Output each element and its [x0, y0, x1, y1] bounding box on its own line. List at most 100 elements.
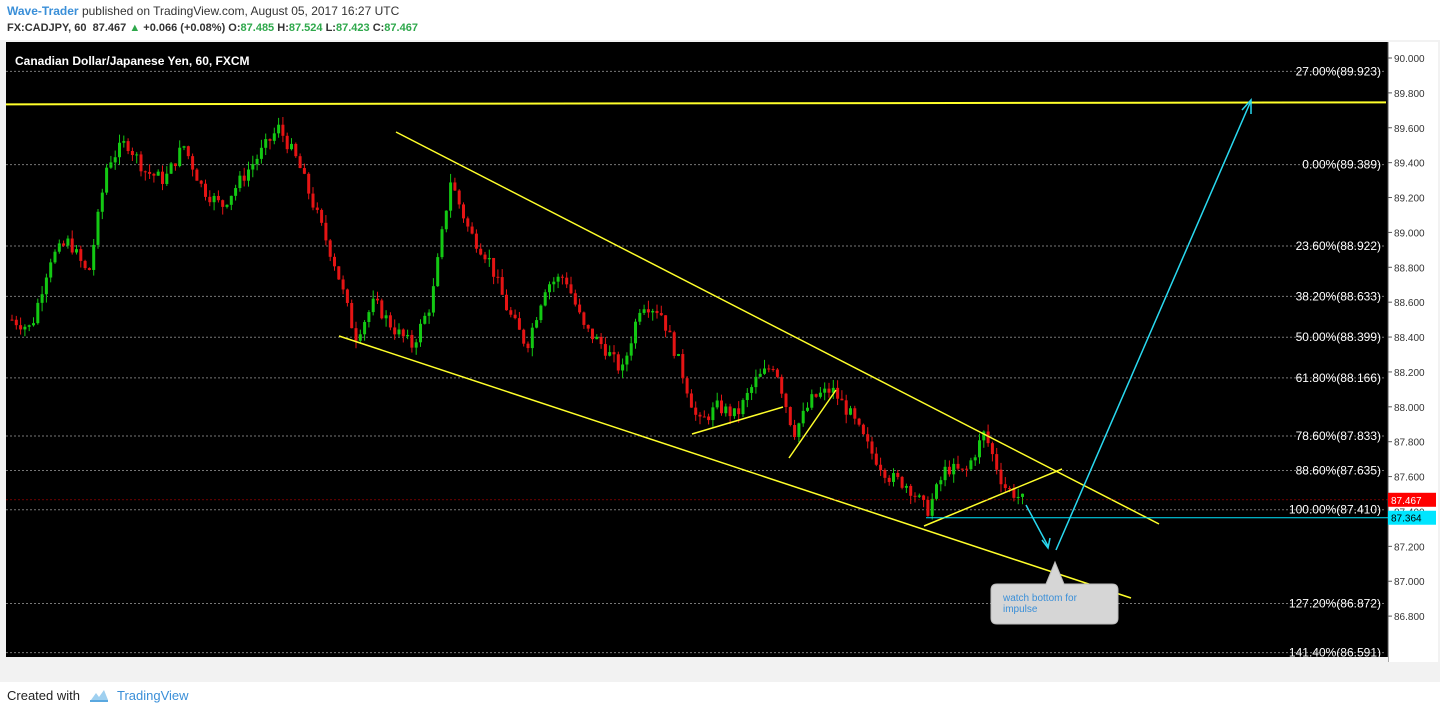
candle-body	[1008, 488, 1012, 490]
candle-body	[965, 468, 969, 470]
tradingview-logo-icon[interactable]	[89, 687, 109, 703]
candle-body	[152, 173, 156, 176]
candle-body	[397, 329, 401, 335]
candle-body	[186, 146, 190, 157]
candle-body	[745, 392, 749, 401]
candle-body	[664, 315, 668, 331]
published-text: published on TradingView.com, August 05,…	[81, 4, 400, 18]
candle-body	[143, 171, 147, 173]
candle-body	[917, 495, 921, 497]
candle-body	[350, 302, 354, 329]
low-value: 87.423	[335, 22, 370, 34]
high-label: H:	[277, 22, 289, 34]
chart-title: Canadian Dollar/Japanese Yen, 60, FXCM	[15, 54, 250, 68]
current-price-label: 87.467	[1391, 496, 1422, 507]
chart-area[interactable]: 27.00%(89.923) 0.00%(89.389) 23.60%(88.922…	[5, 42, 1438, 675]
price-tick-label: 89.400	[1394, 159, 1425, 170]
candle-body	[883, 470, 887, 478]
candle-body	[651, 310, 655, 313]
candle-body	[419, 323, 422, 343]
candle-body	[586, 324, 590, 329]
candle-body	[1016, 496, 1020, 498]
candle-body	[281, 124, 285, 136]
candle-body	[775, 369, 779, 377]
candle-body	[720, 400, 723, 414]
candle-body	[19, 325, 23, 330]
fib-level-label: 78.60%(87.833)	[1296, 429, 1381, 443]
candle-body	[539, 305, 543, 321]
candle-body	[509, 310, 513, 315]
price-tick-label: 89.000	[1394, 228, 1425, 239]
candle-body	[522, 329, 526, 344]
price-tick-label: 88.600	[1394, 298, 1425, 309]
candle-body	[32, 323, 35, 326]
candle-body	[212, 195, 216, 203]
candle-body	[290, 143, 293, 150]
fib-level-label: 27.00%(89.923)	[1296, 64, 1381, 78]
price-tick-label: 89.200	[1394, 194, 1425, 205]
candle-body	[431, 286, 435, 313]
time-axis[interactable]: 2526272831Aug23478910	[6, 657, 1388, 675]
candle-body	[513, 314, 517, 319]
candle-body	[302, 168, 306, 174]
target-price-tag	[1388, 510, 1436, 525]
candle-body	[947, 466, 951, 475]
candle-body	[466, 218, 470, 227]
candle-body	[264, 139, 268, 148]
fib-level-label: 0.00%(89.389)	[1302, 158, 1381, 172]
candle-body	[866, 434, 870, 442]
candle-body	[23, 326, 27, 330]
candle-body	[569, 284, 573, 294]
candle-body	[410, 334, 414, 348]
candle-body	[659, 313, 663, 316]
candle-body	[40, 294, 44, 303]
candle-body	[92, 244, 96, 270]
current-price-tag	[1388, 492, 1436, 507]
price-tick-label: 87.200	[1394, 542, 1425, 553]
candle-body	[990, 443, 994, 455]
candle-body	[943, 466, 947, 481]
price-axis[interactable]	[1388, 42, 1438, 662]
candle-body	[823, 388, 827, 393]
candle-body	[87, 268, 91, 270]
candle-body	[453, 182, 457, 191]
candle-body	[629, 343, 633, 356]
price-chart[interactable]: 27.00%(89.923) 0.00%(89.389) 23.60%(88.922…	[5, 42, 1438, 675]
price-tick-label: 86.800	[1394, 612, 1425, 623]
candle-body	[956, 463, 960, 469]
candle-body	[238, 175, 242, 189]
created-with-text: Created with	[7, 688, 80, 703]
candle-body	[973, 457, 977, 461]
candle-body	[367, 312, 371, 323]
candle-body	[371, 298, 375, 313]
annotation-text-line2: impulse	[1003, 604, 1038, 615]
last-price: 87.467	[92, 22, 127, 34]
price-change: +0.066 (+0.08%)	[143, 22, 226, 34]
candle-body	[191, 156, 195, 170]
candle-body	[341, 279, 345, 290]
candle-body	[853, 408, 857, 419]
candle-body	[53, 251, 57, 263]
candle-body	[122, 141, 126, 143]
candle-body	[861, 424, 865, 435]
candle-body	[156, 171, 160, 176]
candle-body	[384, 315, 388, 319]
low-label: L:	[325, 22, 336, 34]
candle-body	[978, 440, 981, 458]
candle-body	[363, 322, 367, 335]
author-link[interactable]: Wave-Trader	[7, 4, 79, 18]
candle-body	[380, 300, 384, 319]
ohlc-line: FX:CADJPY, 60 87.467 ▲ +0.066 (+0.08%) O…	[7, 22, 418, 34]
candle-body	[148, 171, 152, 174]
candle-body	[216, 195, 220, 201]
candle-body	[969, 460, 973, 470]
tradingview-link[interactable]: TradingView	[117, 688, 189, 703]
price-tick-label: 87.600	[1394, 473, 1425, 484]
candle-body	[324, 222, 328, 241]
candle-body	[406, 334, 410, 337]
candle-body	[354, 328, 358, 341]
candle-body	[904, 485, 908, 488]
candle-body	[358, 334, 362, 341]
candle-body	[788, 407, 792, 426]
candle-body	[754, 376, 758, 388]
